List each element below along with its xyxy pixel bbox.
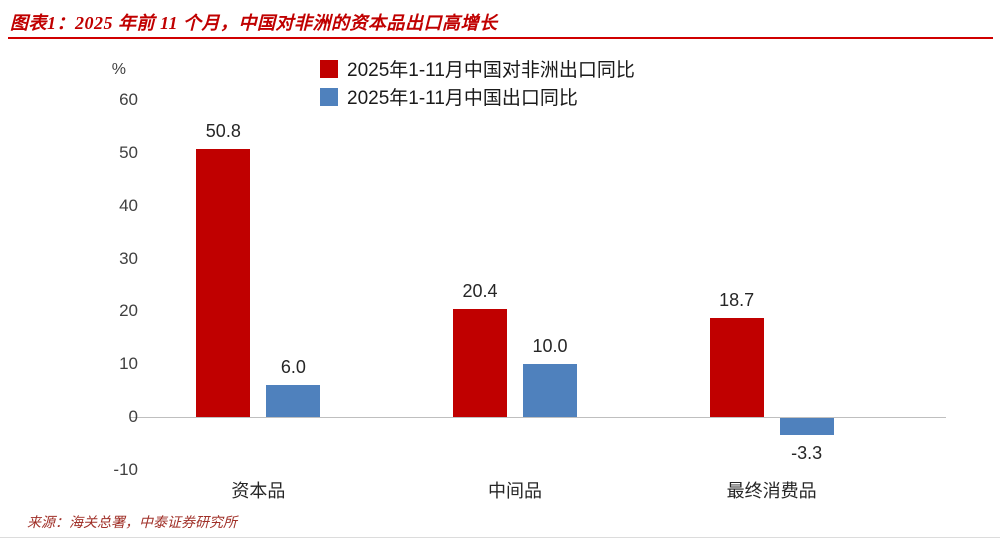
bar-value-label: -3.3 (791, 443, 823, 464)
chart-legend: 2025年1-11月中国对非洲出口同比 2025年1-11月中国出口同比 (320, 56, 635, 109)
chart-title: 图表1：2025 年前 11 个月，中国对非洲的资本品出口高增长 (10, 13, 498, 33)
legend-item: 2025年1-11月中国出口同比 (320, 84, 635, 109)
legend-item: 2025年1-11月中国对非洲出口同比 (320, 56, 635, 81)
bar-china-total-export (266, 385, 321, 417)
source-note: 来源：海关总署，中泰证券研究所 (27, 516, 237, 531)
bar-value-label: 6.0 (280, 357, 306, 378)
bar-china-africa-export (453, 309, 507, 417)
legend-swatch (320, 87, 338, 106)
legend-label: 2025年1-11月中国对非洲出口同比 (347, 60, 635, 81)
y-axis-tick-label: 0 (128, 407, 138, 426)
category-label: 中间品 (488, 481, 542, 501)
y-axis-tick-label: 50 (119, 142, 138, 162)
title-underline (8, 37, 993, 39)
y-axis-tick-label: 30 (119, 248, 138, 268)
y-axis-unit-label: % (111, 61, 126, 78)
category-label: 资本品 (231, 481, 286, 501)
category-label: 最终消费品 (726, 481, 817, 501)
bottom-divider (0, 537, 1000, 538)
bar-china-africa-export (709, 318, 764, 417)
bar-china-total-export (779, 418, 834, 436)
y-axis-tick-label: -10 (113, 459, 138, 479)
bar-china-africa-export (196, 148, 251, 417)
legend-label: 2025年1-11月中国出口同比 (347, 88, 578, 109)
legend-swatch (320, 59, 338, 78)
y-axis-tick-label: 40 (119, 195, 138, 215)
bar-value-label: 20.4 (462, 281, 498, 302)
x-axis-line (130, 417, 946, 418)
y-axis-tick-label: 60 (119, 90, 138, 109)
y-axis-tick-label: 10 (119, 354, 138, 374)
bar-china-total-export (523, 364, 577, 417)
bar-value-label: 10.0 (532, 336, 568, 357)
y-axis-tick-label: 20 (119, 301, 138, 321)
bar-value-label: 50.8 (205, 120, 241, 141)
bar-value-label: 18.7 (719, 290, 755, 311)
